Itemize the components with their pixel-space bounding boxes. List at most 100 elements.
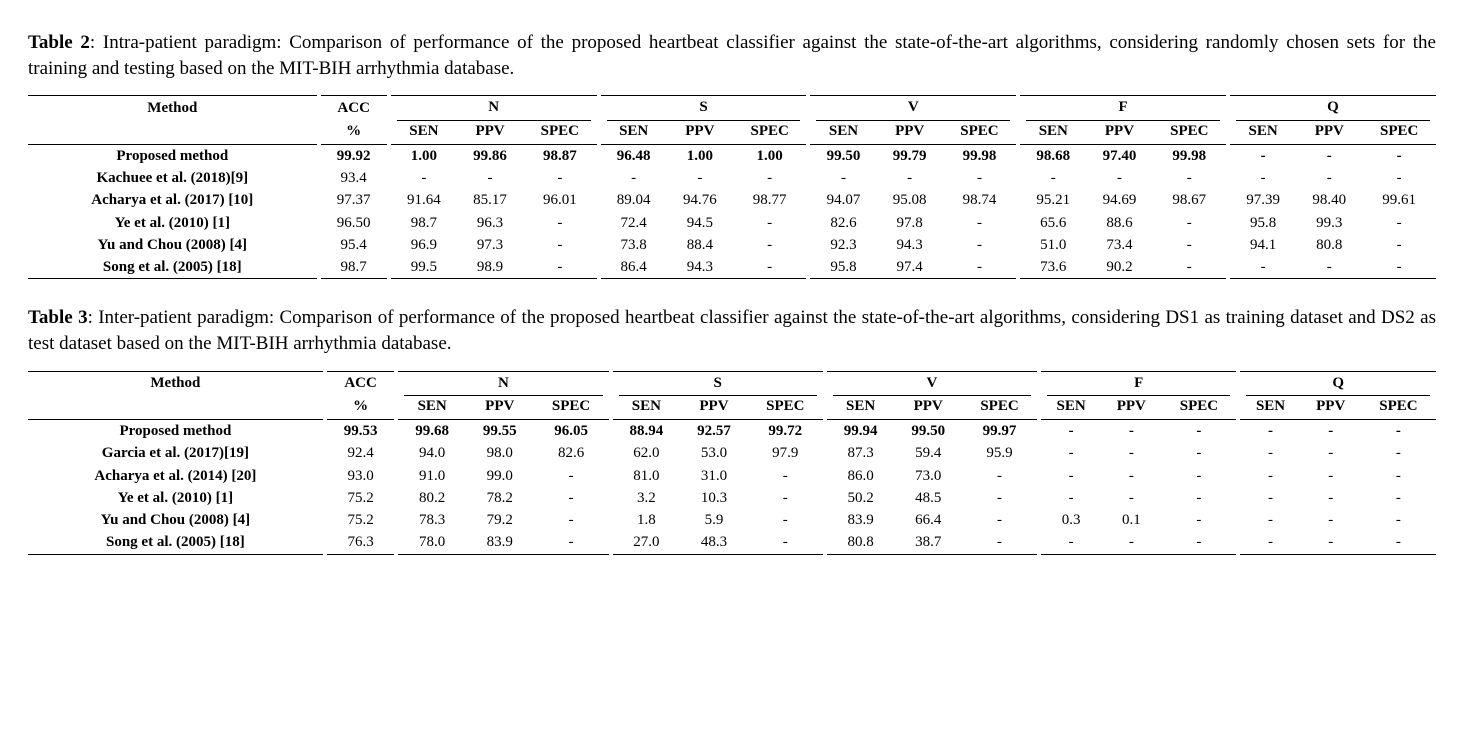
cell-value: - — [1296, 256, 1362, 279]
cell-method: Song et al. (2005) [18] — [28, 531, 323, 554]
table-row: Ye et al. (2010) [1]75.280.278.2-3.210.3… — [28, 487, 1436, 509]
cell-value: 48.3 — [680, 531, 748, 554]
cell-value: - — [391, 167, 457, 189]
col-group: Q — [1240, 371, 1436, 395]
cell-value: 98.7 — [391, 212, 457, 234]
cell-value: - — [667, 167, 733, 189]
cell-value: - — [1240, 442, 1300, 464]
cell-value: 94.5 — [667, 212, 733, 234]
table-row: Proposed method99.5399.6899.5596.0588.94… — [28, 420, 1436, 443]
cell-value: - — [1362, 212, 1436, 234]
cell-value: - — [523, 167, 596, 189]
cell-value: 99.55 — [466, 420, 534, 443]
cell-value: - — [1301, 465, 1361, 487]
cell-value: - — [943, 234, 1016, 256]
cell-value: - — [1041, 420, 1101, 443]
cell-value: 99.72 — [748, 420, 823, 443]
cell-value: 78.2 — [466, 487, 534, 509]
cell-value: 98.74 — [943, 189, 1016, 211]
cell-value: - — [748, 509, 823, 531]
cell-value: - — [1041, 487, 1101, 509]
cell-value: - — [1161, 465, 1236, 487]
cell-value: - — [534, 509, 609, 531]
cell-value: 97.40 — [1086, 144, 1152, 167]
cell-value: - — [1301, 442, 1361, 464]
cell-value: - — [1240, 531, 1300, 554]
cell-value: - — [1362, 144, 1436, 167]
cell-acc: 97.37 — [321, 189, 387, 211]
cell-value: 86.4 — [601, 256, 667, 279]
cell-value: - — [1240, 487, 1300, 509]
cell-value: 98.9 — [457, 256, 523, 279]
col-sub: PPV — [1086, 120, 1152, 145]
cell-acc: 93.0 — [327, 465, 395, 487]
cell-value: - — [877, 167, 943, 189]
cell-method: Ye et al. (2010) [1] — [28, 487, 323, 509]
cell-value: 88.94 — [613, 420, 681, 443]
cell-value: 98.87 — [523, 144, 596, 167]
cell-value: - — [1301, 531, 1361, 554]
cell-value: 0.1 — [1101, 509, 1161, 531]
cell-value: 73.8 — [601, 234, 667, 256]
cell-value: 99.68 — [398, 420, 466, 443]
cell-value: - — [1230, 167, 1296, 189]
table-header-row: MethodACCNSVFQ — [28, 96, 1436, 120]
cell-value: - — [1362, 167, 1436, 189]
table-label: Table 2 — [28, 32, 90, 53]
cell-value: - — [1230, 256, 1296, 279]
col-sub: PPV — [877, 120, 943, 145]
cell-value: 98.67 — [1153, 189, 1226, 211]
cell-value: - — [1301, 509, 1361, 531]
cell-value: - — [733, 234, 806, 256]
col-acc-unit: % — [321, 120, 387, 145]
col-group: F — [1020, 96, 1226, 120]
cell-value: 96.48 — [601, 144, 667, 167]
cell-method: Song et al. (2005) [18] — [28, 256, 317, 279]
cell-value: 83.9 — [466, 531, 534, 554]
cell-value: 98.0 — [466, 442, 534, 464]
col-group: V — [827, 371, 1037, 395]
cell-value: 94.3 — [667, 256, 733, 279]
comparison-table: MethodACCNSVFQ%SENPPVSPECSENPPVSPECSENPP… — [28, 95, 1436, 279]
cell-value: 94.0 — [398, 442, 466, 464]
cell-value: - — [1296, 144, 1362, 167]
cell-value: 97.8 — [877, 212, 943, 234]
cell-value: 95.9 — [962, 442, 1037, 464]
cell-value: 92.3 — [810, 234, 876, 256]
cell-value: 99.5 — [391, 256, 457, 279]
cell-value: - — [1361, 465, 1436, 487]
cell-value: 66.4 — [894, 509, 962, 531]
table-row: Acharya et al. (2014) [20]93.091.099.0-8… — [28, 465, 1436, 487]
cell-value: 1.8 — [613, 509, 681, 531]
cell-acc: 99.92 — [321, 144, 387, 167]
table-row: Song et al. (2005) [18]98.799.598.9-86.4… — [28, 256, 1436, 279]
cell-value: - — [1153, 256, 1226, 279]
table-header-row: MethodACCNSVFQ — [28, 371, 1436, 395]
col-sub: SEN — [1020, 120, 1086, 145]
cell-value: - — [1161, 442, 1236, 464]
table-caption: Table 3: Inter-patient paradigm: Compari… — [28, 305, 1436, 356]
cell-value: 90.2 — [1086, 256, 1152, 279]
cell-method: Kachuee et al. (2018)[9] — [28, 167, 317, 189]
cell-value: - — [962, 509, 1037, 531]
col-sub: SPEC — [943, 120, 1016, 145]
cell-method: Proposed method — [28, 420, 323, 443]
table-row: Song et al. (2005) [18]76.378.083.9-27.0… — [28, 531, 1436, 554]
table-row: Acharya et al. (2017) [10]97.3791.6485.1… — [28, 189, 1436, 211]
table-caption: Table 2: Intra-patient paradigm: Compari… — [28, 30, 1436, 81]
cell-value: 99.3 — [1296, 212, 1362, 234]
cell-acc: 99.53 — [327, 420, 395, 443]
cell-value: 96.05 — [534, 420, 609, 443]
col-sub: SPEC — [1362, 120, 1436, 145]
cell-value: 99.0 — [466, 465, 534, 487]
col-sub: PPV — [1101, 395, 1161, 420]
cell-value: 82.6 — [534, 442, 609, 464]
col-sub: SPEC — [962, 395, 1037, 420]
cell-value: 99.61 — [1362, 189, 1436, 211]
col-sub: SEN — [827, 395, 895, 420]
cell-value: 59.4 — [894, 442, 962, 464]
table-row: Yu and Chou (2008) [4]95.496.997.3-73.88… — [28, 234, 1436, 256]
cell-value: 99.94 — [827, 420, 895, 443]
cell-value: - — [534, 465, 609, 487]
cell-acc: 96.50 — [321, 212, 387, 234]
